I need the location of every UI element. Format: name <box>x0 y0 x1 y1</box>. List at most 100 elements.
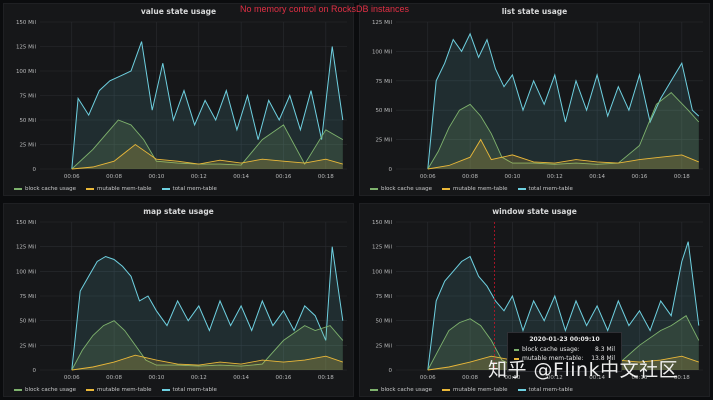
y-tick-label: 100 Mil <box>372 269 393 275</box>
legend-item-total[interactable]: total mem-table <box>161 186 217 192</box>
legend: block cache usage mutable mem-table tota… <box>14 186 217 192</box>
tooltip-value: 13.8 Mil <box>591 355 615 362</box>
y-tick-label: 50 Mil <box>375 108 392 114</box>
x-tick-label: 00:18 <box>674 174 690 180</box>
legend-label: total mem-table <box>528 387 573 393</box>
tooltip-row: block cache usage: 8.3 Mil <box>514 346 615 353</box>
panel-title: window state usage <box>492 207 577 216</box>
y-tick-label: 50 Mil <box>19 319 36 325</box>
x-tick-label: 00:06 <box>64 375 80 381</box>
series-line-block-cache <box>71 119 344 170</box>
x-tick-label: 00:14 <box>233 174 249 180</box>
legend-label: mutable mem-table <box>452 186 508 192</box>
legend-item-block-cache[interactable]: block cache usage <box>370 186 432 192</box>
series-line-mutable <box>71 354 343 371</box>
legend-swatch <box>161 389 170 391</box>
legend-swatch <box>441 188 450 190</box>
legend-swatch <box>517 188 526 190</box>
legend-swatch <box>85 389 94 391</box>
x-tick-label: 00:16 <box>632 375 648 381</box>
y-tick-label: 0 <box>33 368 37 374</box>
x-tick-label: 00:10 <box>149 375 165 381</box>
tooltip-row-label-wrap: mutable mem-table: <box>514 355 584 362</box>
legend-item-block-cache[interactable]: block cache usage <box>14 387 76 393</box>
series-area-mutable <box>427 356 699 370</box>
legend-label: total mem-table <box>172 387 217 393</box>
legend-label: block cache usage <box>25 387 76 393</box>
y-tick-label: 75 Mil <box>375 294 392 300</box>
series-area-total <box>71 246 343 370</box>
y-tick-label: 125 Mil <box>372 20 393 26</box>
series-line-block-cache <box>71 320 344 371</box>
series-area-block-cache <box>427 92 699 169</box>
legend-label: block cache usage <box>25 186 76 192</box>
x-tick-label: 00:06 <box>64 174 80 180</box>
legend-item-mutable[interactable]: mutable mem-table <box>85 186 152 192</box>
x-tick-label: 00:08 <box>106 375 122 381</box>
legend-swatch <box>370 389 378 391</box>
tooltip-swatch <box>514 357 519 360</box>
legend-item-mutable[interactable]: mutable mem-table <box>85 387 152 393</box>
tooltip-swatch <box>514 348 519 351</box>
y-tick-label: 125 Mil <box>16 245 37 251</box>
chart-list-state: 0 25 Mil 50 Mil 75 Mil 100 Mil 125 Mil 00:06 00… <box>372 20 703 180</box>
series-area-mutable <box>427 139 699 169</box>
legend-swatch <box>85 188 94 190</box>
legend-item-total[interactable]: total mem-table <box>517 186 573 192</box>
y-tick-label: 50 Mil <box>19 118 36 124</box>
x-tick-label: 00:12 <box>547 174 563 180</box>
panel-title: list state usage <box>501 7 568 16</box>
tooltip-row: mutable mem-table: 13.8 Mil <box>514 355 615 362</box>
series-area-mutable <box>71 144 343 169</box>
legend-label: mutable mem-table <box>96 387 152 393</box>
series-line-total <box>427 32 700 170</box>
x-tick-label: 00:08 <box>462 174 478 180</box>
legend-swatch <box>161 188 170 190</box>
legend-item-mutable[interactable]: mutable mem-table <box>441 186 508 192</box>
panel-title: map state usage <box>143 207 214 216</box>
y-tick-label: 0 <box>389 368 393 374</box>
legend-item-total[interactable]: total mem-table <box>517 387 573 393</box>
legend-item-block-cache[interactable]: block cache usage <box>14 186 76 192</box>
tooltip-title: 2020-01-23 00:09:10 <box>529 336 600 343</box>
x-tick-label: 00:18 <box>674 375 690 381</box>
y-tick-label: 25 Mil <box>19 343 36 349</box>
x-tick-label: 00:10 <box>505 375 521 381</box>
legend-swatch <box>14 389 22 391</box>
legend-swatch <box>517 389 526 391</box>
x-tick-label: 00:06 <box>420 174 436 180</box>
panel-list-state: list state usage 0 25 Mil 50 Mil 75 Mil 100 … <box>359 3 710 196</box>
panel-map-state: map state usage 0 25 Mil 50 Mil 75 Mil 100 M… <box>3 203 354 397</box>
y-tick-label: 0 <box>389 167 393 173</box>
legend: block cache usage mutable mem-table tota… <box>370 186 573 192</box>
legend-item-total[interactable]: total mem-table <box>161 387 217 393</box>
y-tick-label: 125 Mil <box>16 45 37 51</box>
x-tick-label: 00:14 <box>589 375 605 381</box>
series-area-block-cache <box>427 315 699 370</box>
legend-label: block cache usage <box>381 387 432 393</box>
x-tick-label: 00:18 <box>318 174 334 180</box>
tooltip-value: 8.3 Mil <box>595 346 615 353</box>
legend-swatch <box>370 188 378 190</box>
chart-value-state: 0 25 Mil 50 Mil 75 Mil 100 Mil 125 Mil 150 Mil… <box>16 20 347 180</box>
banner-text: No memory control on RocksDB instances <box>240 4 410 14</box>
y-tick-label: 125 Mil <box>372 245 393 251</box>
y-tick-label: 25 Mil <box>19 143 36 149</box>
tooltip-label: block cache usage: <box>522 346 580 353</box>
x-tick-label: 00:16 <box>276 375 292 381</box>
y-tick-label: 75 Mil <box>19 94 36 100</box>
x-tick-label: 00:16 <box>632 174 648 180</box>
x-tick-label: 00:08 <box>462 375 478 381</box>
x-tick-label: 00:18 <box>318 375 334 381</box>
legend-item-block-cache[interactable]: block cache usage <box>370 387 432 393</box>
y-tick-label: 75 Mil <box>375 79 392 85</box>
legend: block cache usage mutable mem-table tota… <box>370 387 573 393</box>
tooltip-row-label-wrap: block cache usage: <box>514 346 580 353</box>
legend-label: total mem-table <box>528 186 573 192</box>
legend-label: mutable mem-table <box>96 186 152 192</box>
legend-item-mutable[interactable]: mutable mem-table <box>441 387 508 393</box>
x-tick-label: 00:12 <box>547 375 563 381</box>
x-tick-label: 00:14 <box>589 174 605 180</box>
x-tick-label: 00:12 <box>191 174 207 180</box>
legend-label: block cache usage <box>381 186 432 192</box>
